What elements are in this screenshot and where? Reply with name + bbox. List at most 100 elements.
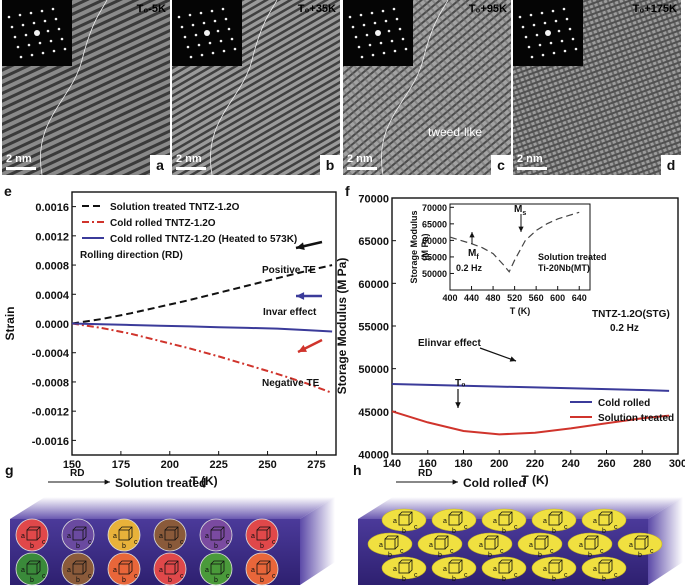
diffraction-spot	[527, 45, 531, 49]
annotation: Rolling direction (RD)	[80, 250, 183, 261]
arrow-head	[452, 479, 458, 485]
diffraction-spot	[390, 39, 394, 43]
x-tick-label: 440	[464, 293, 479, 303]
domain-outline	[40, 0, 108, 176]
axis-letter: c	[600, 548, 604, 555]
diffraction-spot	[384, 19, 388, 23]
axis-letter: b	[638, 552, 642, 559]
cube-front	[26, 563, 38, 575]
axis-letter: a	[493, 518, 497, 525]
diffraction-spot	[571, 37, 575, 41]
diffraction-spot	[392, 7, 396, 11]
arrow-head	[509, 356, 516, 362]
x-tick-label: 175	[112, 459, 130, 471]
letter-box	[150, 155, 170, 175]
axis-letter: a	[479, 542, 483, 549]
diffraction-spot	[395, 17, 399, 21]
diffraction-spot	[532, 23, 536, 27]
temperature-label: T₀+35K	[298, 3, 336, 15]
axis-letter: a	[629, 542, 633, 549]
cube-edges	[210, 526, 225, 541]
cube-edges	[72, 560, 87, 575]
axis-letter: a	[593, 566, 597, 573]
cube-front	[498, 562, 510, 574]
cube-front	[72, 529, 84, 541]
diffraction-spot	[18, 13, 22, 17]
y-axis-label: Storage Modulus (M Pa)	[335, 258, 349, 395]
axis-letter: b	[452, 576, 456, 583]
x-tick-label: 600	[550, 293, 565, 303]
axis-letter: b	[122, 543, 126, 550]
cube-edges	[584, 535, 599, 550]
axis-letter: a	[205, 533, 209, 540]
axis-letter: c	[42, 573, 46, 580]
diffraction-spot	[189, 55, 193, 59]
diffraction-spot	[224, 17, 228, 21]
axis-letter: a	[443, 518, 447, 525]
axis-letter: a	[579, 542, 583, 549]
annotation: Invar effect	[263, 307, 317, 318]
axis-letter: c	[464, 572, 468, 579]
axis-letter: b	[168, 543, 172, 550]
axis-letter: b	[552, 528, 556, 535]
scale-label: 2 nm	[6, 153, 32, 165]
x-axis-label: T (K)	[521, 473, 548, 487]
axis-letter: a	[393, 566, 397, 573]
axis-letter: c	[614, 572, 618, 579]
axis-letter: c	[514, 524, 518, 531]
cube-front	[584, 538, 596, 550]
axis-letter: a	[113, 567, 117, 574]
cube-edges	[398, 559, 413, 574]
diffraction-spot	[393, 49, 397, 53]
cube-edges	[384, 535, 399, 550]
diffraction-spot	[535, 33, 539, 37]
diffraction-spot	[552, 51, 556, 55]
scale-bar	[176, 167, 206, 170]
diffraction-spot	[63, 47, 67, 51]
diffraction-spot	[183, 35, 187, 39]
marker-label: Ms	[514, 204, 526, 217]
diffraction-spot	[529, 13, 533, 17]
arrow-head	[298, 344, 307, 352]
box-side	[300, 497, 335, 585]
y-tick-label: -0.0008	[32, 377, 69, 389]
annotation: 0.2 Hz	[456, 263, 483, 273]
axis-letter: b	[502, 528, 506, 535]
axis-letter: c	[514, 572, 518, 579]
diffraction-spot	[379, 41, 383, 45]
temperature-label: T₀-5K	[137, 3, 166, 15]
axis-letter: c	[414, 572, 418, 579]
diffraction-spot	[21, 23, 25, 27]
diffraction-spot	[404, 47, 408, 51]
diffraction-spot	[204, 30, 210, 36]
panel-letter: b	[326, 157, 335, 173]
axis-letter: b	[552, 576, 556, 583]
axis-letter: b	[30, 543, 34, 550]
diffraction-spot	[29, 11, 33, 15]
arrow-head	[296, 292, 305, 300]
diffraction-spot	[524, 35, 528, 39]
diffraction-spot	[398, 27, 402, 31]
diffraction-spot	[560, 39, 564, 43]
panel-letter: d	[667, 157, 676, 173]
grain	[581, 556, 627, 580]
series-line	[71, 322, 333, 394]
box-top	[10, 497, 335, 519]
y-tick-label: 40000	[358, 450, 389, 462]
diffraction-spot	[221, 7, 225, 11]
panel-letter: g	[5, 462, 14, 478]
diffraction-spot	[200, 53, 204, 57]
diffraction-spot	[191, 23, 195, 27]
legend-label: Cold rolled TNTZ-1.2O (Heated to 573K)	[110, 234, 297, 245]
grain	[481, 556, 527, 580]
cube-edges	[598, 559, 613, 574]
axis-letter: a	[429, 542, 433, 549]
annotation: Elinvar effect	[418, 338, 481, 349]
diffraction-spot	[222, 49, 226, 53]
cube-edges	[448, 511, 463, 526]
grain	[517, 532, 563, 556]
diffraction-spot	[365, 33, 369, 37]
axis-letter: b	[502, 576, 506, 583]
x-tick-label: 260	[597, 458, 615, 470]
